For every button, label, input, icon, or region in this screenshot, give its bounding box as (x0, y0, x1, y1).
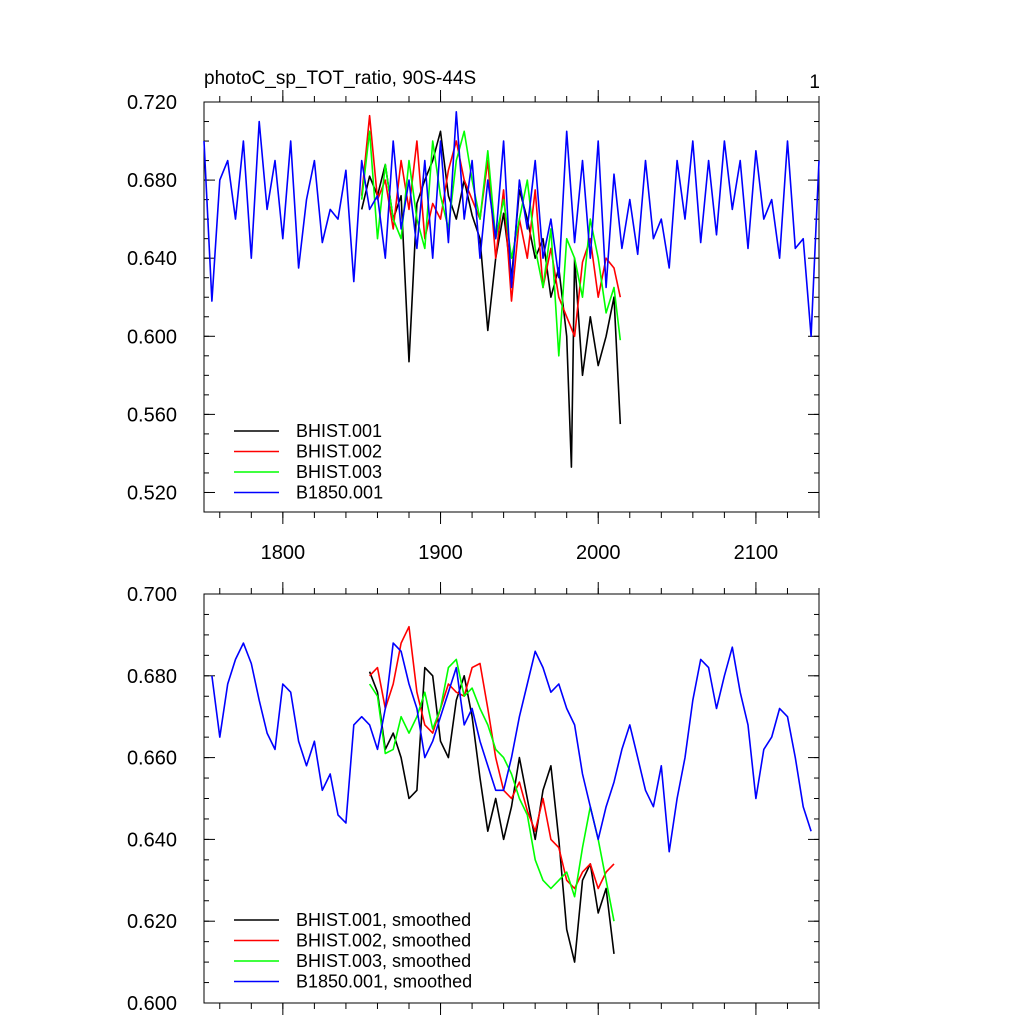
series-line-bhist-002-smoothed (369, 625, 615, 890)
chart-title: photoC_sp_TOT_ratio, 90S-44S (204, 68, 476, 89)
x-tick-label: 1800 (261, 542, 306, 564)
y-tick-label: 0.640 (127, 248, 177, 270)
legend-label: BHIST.003 (296, 462, 382, 482)
y-tick-label: 0.680 (127, 666, 177, 688)
top-panel: photoC_sp_TOT_ratio, 90S-44S 1 0.520 0.56… (127, 68, 820, 564)
legend-label: BHIST.002 (296, 442, 382, 462)
series-line-bhist-001-smoothed (368, 666, 615, 963)
series-line-b1850-001-smoothed (211, 642, 812, 853)
legend-label: BHIST.003, smoothed (296, 951, 471, 971)
y-tick-label: 0.600 (127, 993, 177, 1015)
bottom-panel: 0.600 0.620 0.640 0.660 0.680 0.700 BHIST.001,… (127, 582, 820, 1015)
legend-label: BHIST.002, smoothed (296, 931, 471, 951)
plot-frame (203, 101, 820, 513)
x-tick-label: 1900 (418, 542, 463, 564)
y-tick-label: 0.600 (127, 326, 177, 348)
y-tick-label: 0.660 (127, 748, 177, 770)
y-tick-label: 0.560 (127, 404, 177, 426)
y-tick-label: 0.640 (127, 829, 177, 851)
legend-label: BHIST.001 (296, 421, 382, 441)
series-line-b1850-001 (203, 111, 820, 338)
x-tick-label: 2000 (576, 542, 621, 564)
legend-label: B1850.001, smoothed (296, 972, 472, 992)
corner-label: 1 (809, 72, 820, 93)
y-tick-label: 0.700 (127, 584, 177, 606)
y-tick-label: 0.680 (127, 170, 177, 192)
legend-label: B1850.001 (296, 483, 383, 503)
y-tick-label: 0.720 (127, 92, 177, 114)
x-tick-label: 2100 (734, 542, 779, 564)
y-tick-label: 0.520 (127, 482, 177, 504)
series-line-bhist-003-smoothed (368, 658, 615, 922)
legend-label: BHIST.001, smoothed (296, 910, 471, 930)
y-tick-label: 0.620 (127, 911, 177, 933)
